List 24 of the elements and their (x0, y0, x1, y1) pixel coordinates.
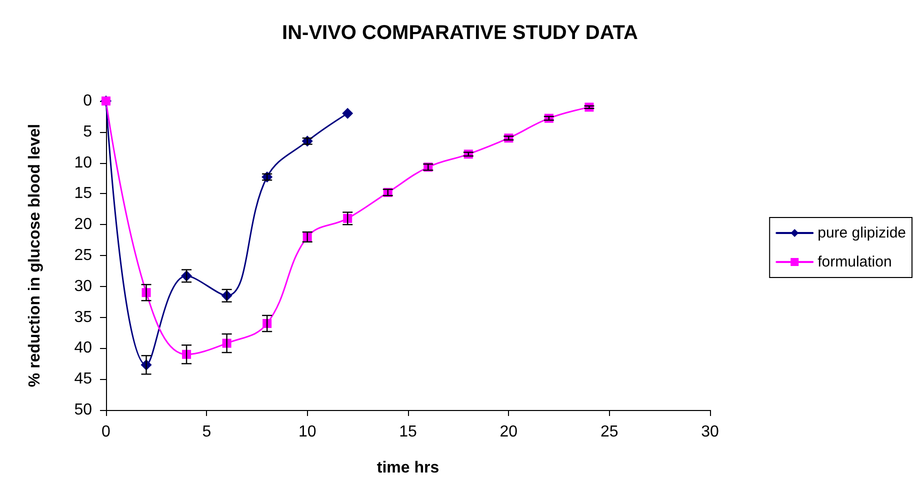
y-tick-label: 5 (83, 123, 92, 140)
x-tick-label: 10 (298, 424, 316, 440)
legend-label: formulation (818, 254, 892, 270)
y-tick-label: 10 (74, 154, 92, 172)
x-tick-label: 0 (102, 424, 111, 440)
chart-title: IN-VIVO COMPARATIVE STUDY DATA (282, 22, 638, 44)
x-tick-label: 20 (500, 424, 518, 440)
y-tick-label: 35 (74, 308, 92, 326)
x-tick-label: 30 (701, 424, 719, 440)
y-tick-label: 15 (74, 185, 92, 202)
x-tick-label: 5 (202, 424, 212, 440)
point (342, 108, 354, 119)
y-axis-title: % reduction in glucose blood level (26, 124, 44, 388)
y-tick-label: 0 (83, 92, 92, 110)
y-tick-label: 30 (74, 278, 92, 295)
y-tick-label: 25 (74, 247, 92, 264)
legend-label: pure glipizide (818, 224, 906, 242)
x-axis-title: time hrs (376, 460, 440, 476)
y-tick-label: 20 (74, 216, 92, 234)
y-tick-label: 40 (74, 340, 92, 357)
x-tick-label: 25 (600, 424, 618, 440)
y-tick-label: 45 (74, 370, 92, 388)
y-tick-label: 50 (74, 402, 92, 418)
x-tick-label: 15 (399, 424, 417, 440)
